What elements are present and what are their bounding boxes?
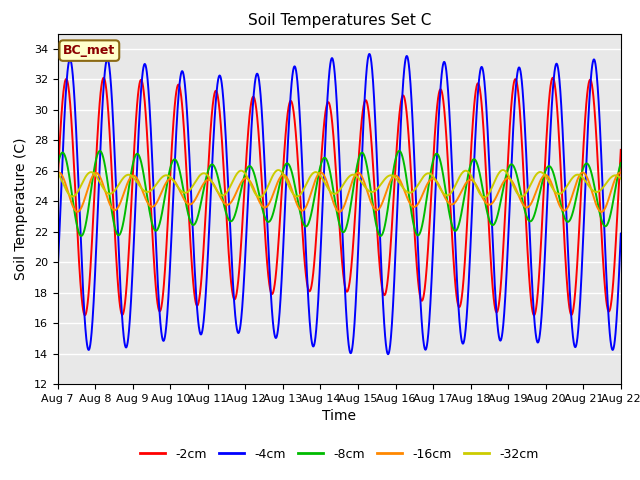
-32cm: [118, 177, 125, 183]
-16cm: [617, 170, 625, 176]
-2cm: [545, 95, 553, 101]
-16cm: [118, 195, 126, 201]
-32cm: [270, 171, 278, 177]
-16cm: [152, 202, 159, 207]
Text: BC_met: BC_met: [63, 44, 115, 57]
-8cm: [54, 163, 61, 168]
Line: -8cm: -8cm: [58, 151, 621, 236]
-8cm: [617, 160, 625, 166]
-8cm: [294, 200, 302, 206]
-2cm: [606, 306, 614, 312]
Line: -4cm: -4cm: [58, 54, 621, 354]
-2cm: [81, 312, 89, 318]
-32cm: [256, 194, 264, 200]
X-axis label: Time: Time: [322, 409, 356, 423]
-2cm: [270, 287, 278, 293]
-2cm: [54, 179, 61, 185]
-4cm: [152, 227, 159, 232]
Y-axis label: Soil Temperature (C): Soil Temperature (C): [14, 138, 28, 280]
Title: Soil Temperatures Set C: Soil Temperatures Set C: [248, 13, 431, 28]
-16cm: [54, 170, 61, 176]
-16cm: [55, 169, 63, 175]
-16cm: [270, 190, 278, 195]
-16cm: [598, 209, 605, 215]
-32cm: [294, 193, 302, 199]
-16cm: [606, 192, 614, 197]
-4cm: [545, 149, 553, 155]
Line: -2cm: -2cm: [58, 78, 621, 315]
-32cm: [545, 180, 553, 186]
-4cm: [617, 231, 625, 237]
-4cm: [606, 334, 614, 339]
-2cm: [549, 75, 557, 81]
-4cm: [54, 271, 61, 276]
-2cm: [294, 163, 302, 168]
-8cm: [396, 148, 403, 154]
-8cm: [545, 163, 553, 169]
-32cm: [617, 176, 625, 181]
-8cm: [118, 226, 126, 231]
-2cm: [118, 312, 126, 317]
-4cm: [365, 51, 373, 57]
-4cm: [384, 351, 392, 357]
-8cm: [606, 213, 614, 219]
-4cm: [294, 85, 302, 91]
Line: -16cm: -16cm: [58, 172, 621, 212]
-2cm: [152, 280, 159, 286]
Line: -32cm: -32cm: [58, 170, 621, 197]
-16cm: [545, 176, 553, 181]
-32cm: [152, 183, 159, 189]
-32cm: [606, 176, 614, 181]
-4cm: [118, 310, 125, 315]
Legend: -2cm, -4cm, -8cm, -16cm, -32cm: -2cm, -4cm, -8cm, -16cm, -32cm: [135, 443, 543, 466]
-2cm: [617, 147, 625, 153]
-16cm: [294, 204, 302, 210]
-32cm: [54, 170, 61, 176]
-8cm: [270, 208, 278, 214]
-32cm: [499, 167, 507, 173]
-8cm: [77, 233, 85, 239]
-8cm: [152, 228, 159, 233]
-4cm: [269, 325, 277, 331]
